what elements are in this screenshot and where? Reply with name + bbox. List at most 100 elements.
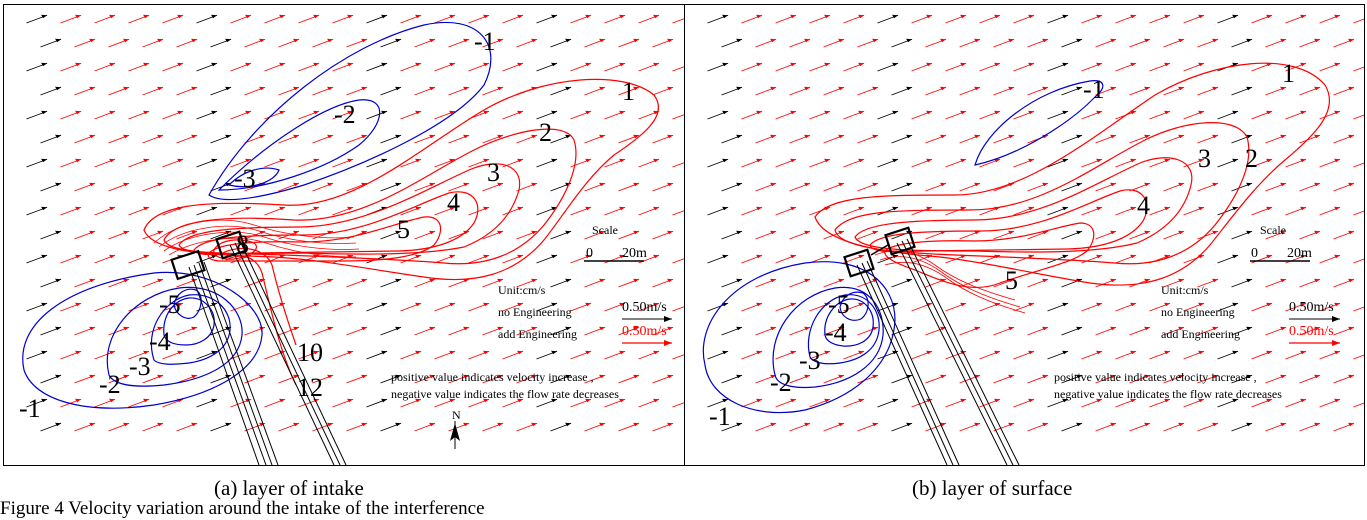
velocity-arrowhead xyxy=(1280,278,1287,283)
contour-label-pos-3: 3 xyxy=(1198,144,1211,173)
velocity-arrowhead xyxy=(327,326,334,331)
velocity-arrowhead xyxy=(191,182,198,187)
velocity-arrowhead xyxy=(395,326,402,331)
velocity-arrowhead xyxy=(1348,230,1355,235)
velocity-arrowhead xyxy=(225,422,232,427)
velocity-arrowhead xyxy=(259,422,266,427)
velocity-arrowhead xyxy=(1232,110,1239,115)
velocity-arrowhead xyxy=(211,350,218,355)
velocity-arrowhead xyxy=(361,182,368,187)
velocity-arrowhead xyxy=(429,182,436,187)
velocity-arrowhead xyxy=(1232,398,1239,403)
velocity-arrow xyxy=(1353,402,1364,408)
velocity-arrowhead xyxy=(824,158,831,163)
contour-line-neg-2-lower xyxy=(106,286,243,387)
velocity-arrowhead xyxy=(838,134,845,139)
velocity-arrowhead xyxy=(1042,134,1049,139)
velocity-arrowhead xyxy=(804,182,811,187)
velocity-arrowhead xyxy=(1280,134,1287,139)
contour-line-neg-1-upper xyxy=(974,80,1104,166)
contour-line-pos-3 xyxy=(178,163,521,255)
velocity-arrowhead xyxy=(449,206,456,211)
velocity-arrowhead xyxy=(926,350,933,355)
velocity-arrowhead xyxy=(906,182,913,187)
velocity-arrowhead xyxy=(770,278,777,283)
velocity-arrowhead xyxy=(1334,110,1341,115)
velocity-arrowhead xyxy=(245,398,252,403)
velocity-arrowhead xyxy=(1348,326,1355,331)
velocity-arrowhead xyxy=(143,110,150,115)
velocity-arrowhead xyxy=(1266,158,1273,163)
velocity-arrowhead xyxy=(75,206,82,211)
note-negative: negative value indicates the flow rate d… xyxy=(391,387,619,401)
contour-label-neg-3-lower: -3 xyxy=(129,352,151,381)
velocity-arrowhead xyxy=(1096,14,1103,19)
contour-line-pos-2 xyxy=(163,128,577,265)
velocity-arrow xyxy=(672,305,685,312)
velocity-arrowhead xyxy=(1348,374,1355,379)
velocity-arrowhead xyxy=(1334,206,1341,211)
velocity-arrowhead xyxy=(41,302,48,307)
velocity-arrowhead xyxy=(1212,38,1219,43)
velocity-arrowhead xyxy=(974,326,981,331)
velocity-arrowhead xyxy=(804,278,811,283)
contour-label-pos-3: 3 xyxy=(487,158,500,187)
velocity-arrowhead xyxy=(1096,350,1103,355)
velocity-arrowhead xyxy=(497,326,504,331)
velocity-arrowhead xyxy=(1246,278,1253,283)
velocity-arrowhead xyxy=(1334,14,1341,19)
figure: -1 -2 -3 1 2 3 4 5 8 -5 -4 -3 -2 -1 10 1… xyxy=(0,4,1365,519)
velocity-arrowhead xyxy=(565,134,572,139)
velocity-arrowhead xyxy=(1348,134,1355,139)
velocity-arrowhead xyxy=(279,206,286,211)
velocity-arrowhead xyxy=(1028,398,1035,403)
contour-label-neg-3-lower: -3 xyxy=(799,346,821,375)
velocity-arrowhead xyxy=(599,374,606,379)
velocity-arrowhead xyxy=(1110,86,1117,91)
velocity-arrow xyxy=(1353,306,1364,312)
velocity-arrowhead xyxy=(143,254,150,259)
velocity-arrowhead xyxy=(313,62,320,67)
velocity-arrowhead xyxy=(517,302,524,307)
velocity-arrowhead xyxy=(736,422,743,427)
velocity-arrowhead xyxy=(1062,14,1069,19)
velocity-arrowhead xyxy=(736,278,743,283)
velocity-arrowhead xyxy=(1076,374,1083,379)
velocity-arrowhead xyxy=(960,398,967,403)
velocity-arrowhead xyxy=(1096,398,1103,403)
velocity-arrowhead xyxy=(259,38,266,43)
velocity-arrowhead xyxy=(585,14,592,19)
velocity-arrowhead xyxy=(1042,278,1049,283)
contour-line-pos-dense-2 xyxy=(158,225,357,248)
velocity-arrowhead xyxy=(415,62,422,67)
velocity-arrowhead xyxy=(790,110,797,115)
velocity-arrowhead xyxy=(1076,38,1083,43)
velocity-arrowhead xyxy=(926,158,933,163)
velocity-arrowhead xyxy=(41,206,48,211)
velocity-arrowhead xyxy=(1076,134,1083,139)
velocity-arrowhead xyxy=(551,254,558,259)
velocity-arrowhead xyxy=(926,14,933,19)
contour-label-neg-1-lower: -1 xyxy=(709,402,731,431)
contour-label-pos-1: 1 xyxy=(622,77,635,106)
intake-structure xyxy=(843,226,1020,465)
velocity-arrowhead xyxy=(259,86,266,91)
velocity-arrowhead xyxy=(245,350,252,355)
velocity-arrowhead xyxy=(463,134,470,139)
caption-b: (b) layer of surface xyxy=(912,476,1073,500)
velocity-arrowhead xyxy=(599,278,606,283)
velocity-arrowhead xyxy=(123,422,130,427)
velocity-arrowhead xyxy=(940,374,947,379)
velocity-arrowhead xyxy=(415,206,422,211)
velocity-arrowhead xyxy=(347,398,354,403)
velocity-arrowhead xyxy=(483,110,490,115)
velocity-arrowhead xyxy=(585,62,592,67)
velocity-arrowhead xyxy=(1164,158,1171,163)
velocity-arrowhead xyxy=(1266,350,1273,355)
velocity-arrowhead xyxy=(531,134,538,139)
velocity-arrowhead xyxy=(599,326,606,331)
velocity-arrowhead xyxy=(55,134,62,139)
velocity-arrowhead xyxy=(1008,422,1015,427)
velocity-arrowhead xyxy=(1008,230,1015,235)
velocity-arrowhead xyxy=(41,398,48,403)
